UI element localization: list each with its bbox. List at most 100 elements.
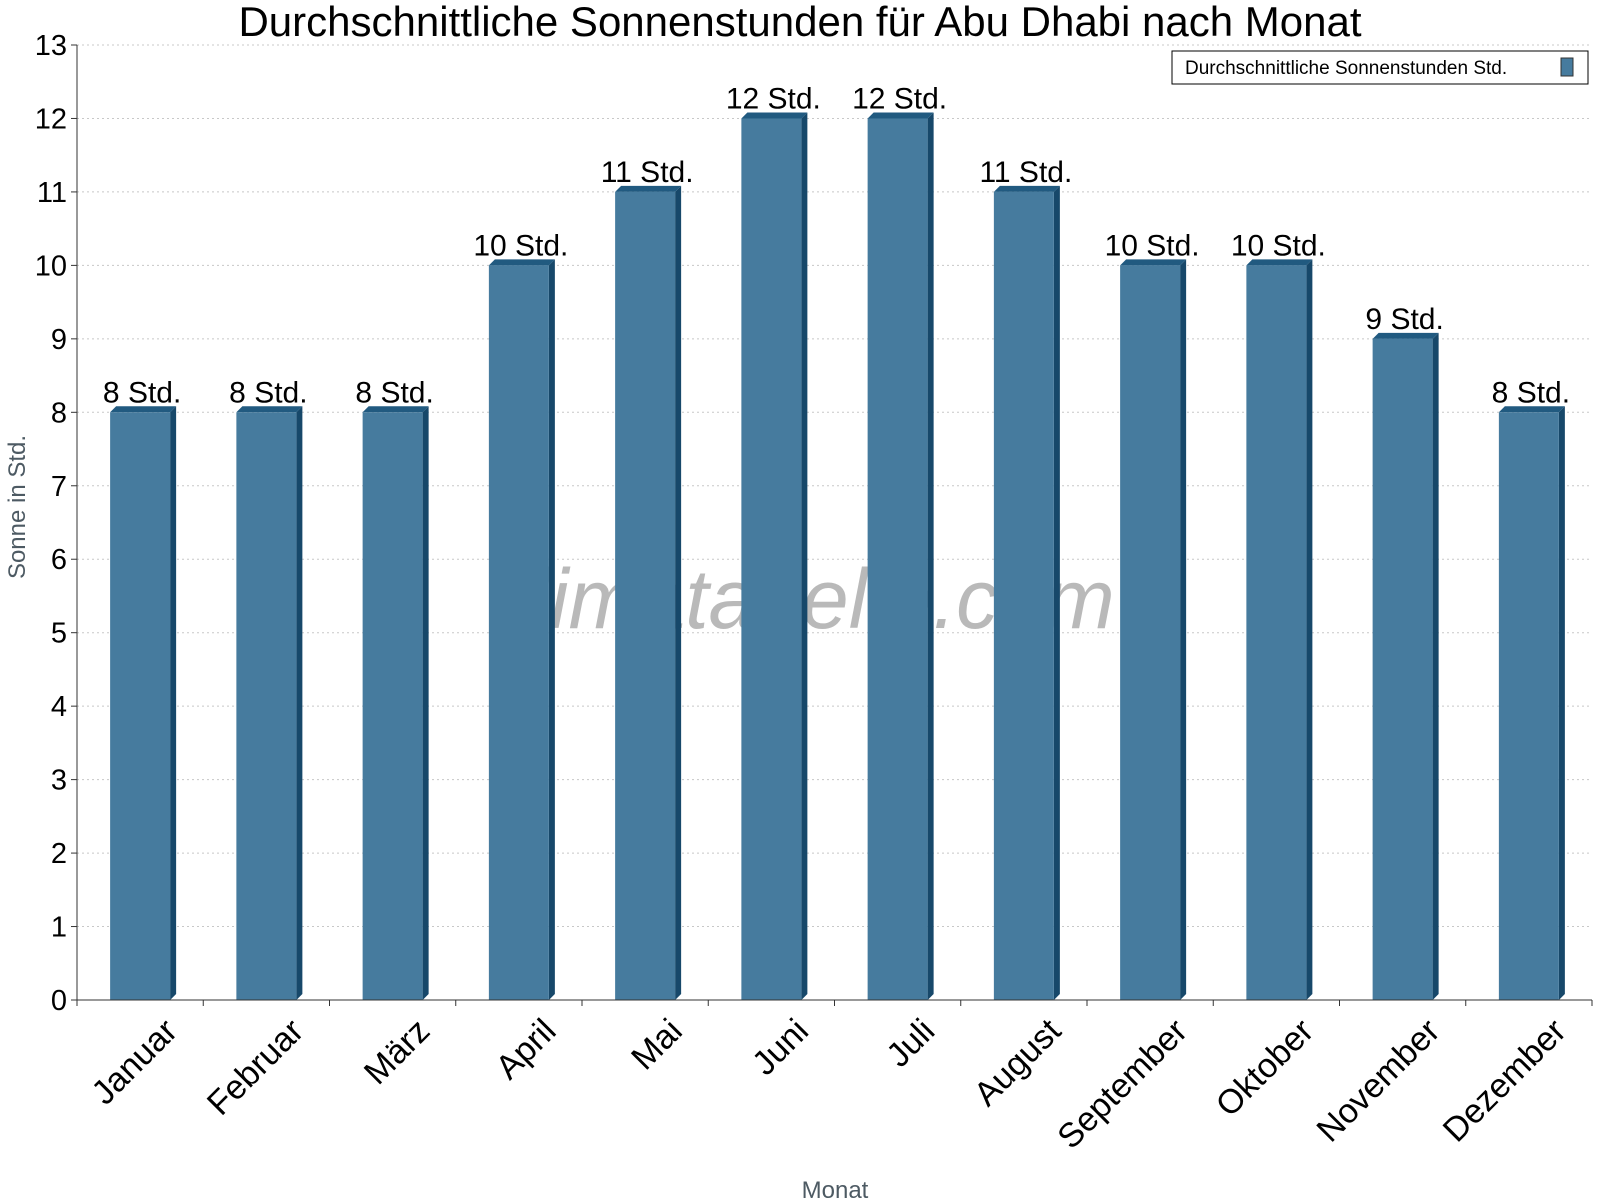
- x-tick-label: Mai: [624, 1012, 690, 1078]
- bar: [741, 112, 808, 1000]
- bar-side: [170, 406, 177, 1000]
- x-tick-label: Februar: [200, 1012, 311, 1123]
- y-tick-label: 5: [51, 618, 67, 650]
- bar: [236, 406, 303, 1000]
- y-tick-label: 0: [51, 985, 67, 1017]
- bar-front: [615, 191, 676, 1000]
- bar: [488, 259, 555, 1000]
- data-label: 10 Std.: [473, 229, 568, 262]
- legend-label: Durchschnittliche Sonnenstunden Std.: [1185, 58, 1507, 79]
- legend-box: [1171, 50, 1589, 85]
- y-tick-label: 6: [51, 544, 67, 576]
- bar-side: [422, 406, 429, 1000]
- bar-top: [236, 406, 303, 413]
- bar-top: [1372, 332, 1439, 339]
- gridlines: [77, 44, 1592, 928]
- bar-side: [296, 406, 303, 1000]
- data-label: 8 Std.: [103, 376, 181, 409]
- bar-side: [548, 259, 555, 1000]
- x-tick-label: März: [357, 1012, 437, 1092]
- x-tick-label: Dezember: [1436, 1012, 1574, 1150]
- bar: [1372, 332, 1439, 1000]
- bar-top: [1120, 259, 1187, 266]
- y-axis-title: Sonne in Std.: [4, 435, 31, 579]
- x-tick-label: Juli: [879, 1012, 942, 1075]
- bar-side: [675, 185, 682, 1000]
- x-tick-label: August: [967, 1011, 1069, 1113]
- x-tick-labels: Januar Februar März April Mai Juni Juli AugustS…: [84, 1011, 1573, 1156]
- bar: [1498, 406, 1565, 1000]
- bar-top: [615, 185, 682, 192]
- bar-front: [1372, 338, 1433, 1000]
- bar-side: [927, 112, 934, 1000]
- bar-top: [867, 112, 934, 119]
- bar-front: [1120, 265, 1181, 1000]
- data-label: 8 Std.: [1492, 376, 1570, 409]
- y-tick-label: 11: [37, 177, 67, 209]
- x-tick-label: Juni: [745, 1012, 816, 1083]
- bar-top: [1246, 259, 1313, 266]
- bar: [110, 406, 177, 1000]
- y-tick-label: 9: [51, 324, 67, 356]
- data-label: 11 Std.: [979, 156, 1072, 189]
- y-tick-label: 1: [51, 912, 67, 944]
- x-tick-label: April: [489, 1012, 564, 1087]
- bar: [993, 185, 1060, 1000]
- bar-front: [741, 118, 802, 1000]
- bar-front: [488, 265, 549, 1000]
- bar-front: [236, 412, 297, 1000]
- chart-title: Durchschnittliche Sonnenstunden für Abu …: [238, 0, 1361, 45]
- x-axis-title: Monat: [802, 1177, 869, 1200]
- bar-side: [1432, 332, 1439, 1000]
- bar-top: [110, 406, 177, 413]
- x-tick-label: November: [1309, 1012, 1447, 1150]
- bar-front: [1246, 265, 1307, 1000]
- bar-top: [362, 406, 429, 413]
- data-label: 12 Std.: [726, 82, 821, 115]
- x-tick-label: Oktober: [1209, 1012, 1321, 1124]
- data-label: 8 Std.: [355, 376, 433, 409]
- data-label: 11 Std.: [601, 156, 694, 189]
- y-tick-label: 8: [51, 397, 67, 429]
- axes: [71, 44, 1593, 1006]
- data-label: 12 Std.: [852, 82, 947, 115]
- data-labels: 8 Std. 8 Std. 8 Std. 10 Std. 11 Std. 12 Std. 1…: [103, 82, 1570, 409]
- x-tick-label: September: [1050, 1012, 1194, 1156]
- bar: [1246, 259, 1313, 1000]
- bar-side: [1306, 259, 1313, 1000]
- bar: [615, 185, 682, 1000]
- bar-side: [1180, 259, 1187, 1000]
- y-tick-label: 12: [35, 103, 67, 135]
- bar: [362, 406, 429, 1000]
- bar-side: [1558, 406, 1565, 1000]
- data-label: 9 Std.: [1365, 303, 1443, 336]
- legend-swatch: [1560, 57, 1574, 77]
- bar-front: [867, 118, 928, 1000]
- bar-front: [362, 412, 423, 1000]
- bar-front: [993, 191, 1054, 1000]
- bar-side: [1053, 185, 1060, 1000]
- legend: Durchschnittliche Sonnenstunden Std.: [1171, 50, 1589, 85]
- y-tick-label: 10: [35, 250, 67, 282]
- bar-top: [488, 259, 555, 266]
- data-label: 10 Std.: [1231, 229, 1326, 262]
- bar: [867, 112, 934, 1000]
- data-label: 8 Std.: [229, 376, 307, 409]
- bar-front: [1498, 412, 1559, 1000]
- bar-front: [110, 412, 171, 1000]
- bar-top: [1498, 406, 1565, 413]
- y-tick-label: 7: [51, 471, 67, 503]
- bar: [1120, 259, 1187, 1000]
- y-tick-label: 4: [51, 691, 67, 723]
- y-tick-label: 13: [35, 30, 67, 62]
- bar-side: [801, 112, 808, 1000]
- x-tick-label: Januar: [84, 1012, 184, 1112]
- data-label: 10 Std.: [1105, 229, 1200, 262]
- bar-top: [993, 185, 1060, 192]
- bars: [110, 112, 1565, 1000]
- y-tick-label: 2: [51, 838, 67, 870]
- y-tick-label: 3: [51, 765, 67, 797]
- bar-top: [741, 112, 808, 119]
